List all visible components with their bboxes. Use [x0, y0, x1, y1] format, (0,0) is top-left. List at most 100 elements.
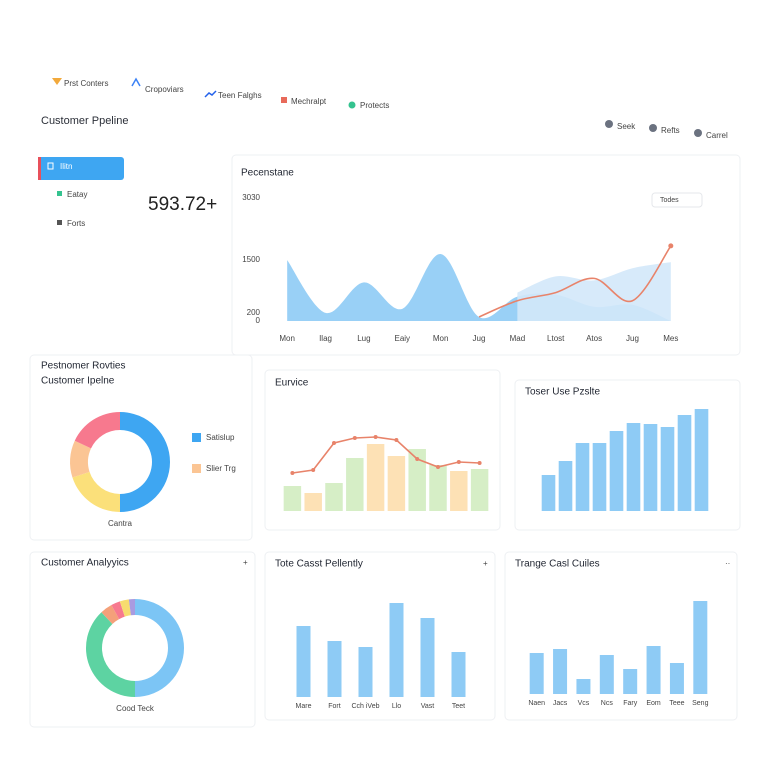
x-tick-label: Fort	[328, 703, 341, 710]
pie-caption: Cantra	[108, 519, 133, 528]
user-list: Seek Refts Carrel	[605, 120, 728, 140]
bar	[575, 443, 590, 511]
bar	[420, 618, 435, 697]
line-point	[394, 438, 399, 442]
x-tick-label: Teet	[452, 703, 465, 710]
nav-tab[interactable]: Protects	[360, 101, 389, 110]
x-tick-label: Ltost	[547, 334, 565, 343]
user-name[interactable]: Refts	[661, 126, 680, 135]
bar	[623, 669, 638, 694]
sidebar-item[interactable]: Forts	[67, 219, 85, 228]
x-tick-label: Ncs	[601, 700, 614, 707]
line-point	[415, 457, 420, 461]
y-tick-label: 200	[247, 308, 261, 317]
sidebar-icon	[47, 162, 54, 170]
bar	[553, 649, 568, 694]
pie-segment	[135, 599, 184, 697]
x-tick-label: Mare	[296, 703, 312, 710]
x-tick-label: Jacs	[553, 700, 568, 707]
card-menu[interactable]: ··	[725, 559, 730, 568]
card	[231, 154, 741, 356]
line-point	[332, 441, 336, 445]
user-avatar	[694, 129, 702, 137]
bar	[643, 424, 658, 511]
x-tick-label: Atos	[586, 334, 602, 343]
x-tick-label: Mad	[510, 334, 526, 343]
card-title: Eurvice	[275, 378, 309, 389]
legend-label: Satislup	[206, 433, 235, 442]
legend-swatch	[192, 464, 201, 473]
bar	[296, 626, 311, 697]
bar	[541, 475, 556, 511]
x-tick-label: Llo	[392, 703, 401, 710]
bar	[470, 469, 489, 511]
nav-tab[interactable]: Teen Falghs	[218, 91, 262, 100]
sidebar-item[interactable]: Eatay	[67, 190, 87, 199]
card-title: Trange Casl Cuiles	[515, 559, 600, 570]
bar	[450, 471, 468, 511]
x-tick-label: Eom	[646, 700, 661, 707]
bar	[358, 647, 373, 697]
y-tick-label: 3030	[242, 193, 260, 202]
area	[517, 262, 671, 321]
bar	[694, 409, 709, 511]
card-title: Toser Use Pzslte	[525, 387, 600, 398]
y-tick-label: 1500	[242, 255, 260, 264]
bar	[304, 493, 322, 511]
tab-icon	[281, 97, 287, 103]
nav-tab[interactable]: Mechralpt	[291, 97, 327, 106]
bar	[669, 663, 684, 694]
page-title: Customer Ppeline	[41, 115, 128, 127]
card-title: Pestnomer Rovties	[41, 361, 125, 372]
x-tick-label: Naen	[528, 700, 545, 707]
card-subtitle: Customer Ipelne	[41, 376, 115, 387]
card	[29, 551, 256, 728]
bar	[660, 427, 675, 511]
pie-segment	[111, 601, 125, 620]
sidebar-marker	[38, 157, 41, 180]
nav-tab[interactable]: Cropoviars	[145, 85, 184, 94]
sidebar-icon	[57, 191, 62, 196]
card-title: Tote Casst Pellently	[275, 559, 363, 570]
bar	[327, 641, 342, 697]
bar	[609, 431, 624, 511]
pie-segment	[101, 605, 120, 624]
x-tick-label: Mes	[663, 334, 678, 343]
x-tick-label: Lug	[357, 334, 370, 343]
nav-tab[interactable]: Prst Conters	[64, 79, 108, 88]
x-tick-label: Jug	[626, 334, 639, 343]
line	[292, 436, 480, 474]
line-point	[477, 461, 482, 465]
pie-segment	[74, 412, 120, 449]
line-point	[436, 465, 440, 469]
control-label[interactable]: Todes	[660, 197, 679, 204]
tab-icon	[131, 77, 141, 87]
x-tick-label: Mon	[279, 334, 295, 343]
legend-swatch	[192, 433, 201, 442]
user-name[interactable]: Seek	[617, 122, 636, 131]
sidebar-item[interactable]: Ilitn	[60, 162, 72, 171]
bar	[558, 461, 573, 511]
card-menu[interactable]: +	[483, 559, 488, 568]
bar	[693, 601, 708, 694]
user-name[interactable]: Carrel	[706, 131, 728, 140]
x-tick-label: Eaiy	[394, 334, 410, 343]
bar	[366, 444, 385, 511]
user-avatar	[649, 124, 657, 132]
line-point	[373, 435, 378, 439]
sidebar: Ilitn Eatay Forts	[38, 157, 124, 228]
x-tick-label: Vcs	[578, 700, 590, 707]
bar	[576, 679, 591, 694]
card-menu[interactable]: +	[243, 558, 248, 567]
x-tick-label: Jug	[473, 334, 486, 343]
bar	[346, 458, 364, 511]
sidebar-active	[38, 157, 124, 180]
bar	[529, 653, 544, 694]
card-title: Customer Analyyics	[41, 558, 129, 569]
line-point	[456, 460, 461, 464]
bar	[408, 449, 426, 511]
line	[478, 245, 672, 318]
line-point	[352, 436, 357, 440]
